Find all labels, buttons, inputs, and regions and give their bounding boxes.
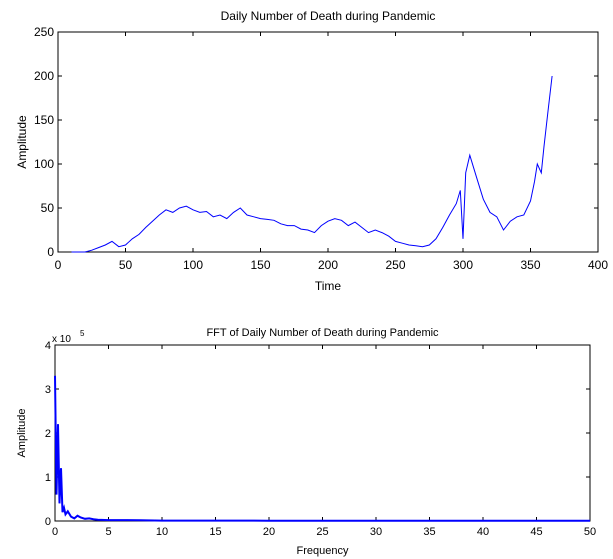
x-tick-label: 45 [530, 526, 542, 538]
y-tick-label: 3 [45, 384, 51, 396]
fft-chart-plot-area [54, 344, 591, 522]
death-chart-y-ticks: 0 50 100 150 200 250 [34, 25, 598, 259]
y-tick-label: 0 [47, 245, 54, 259]
death-chart-y-axis-label: Amplitude [15, 115, 29, 169]
death-chart-x-ticks: 0 50 100 150 200 250 300 350 400 [55, 32, 608, 272]
x-tick-label: 5 [105, 526, 111, 538]
y-tick-label: 100 [34, 157, 54, 171]
x-tick-label: 150 [250, 258, 270, 272]
death-chart-plot-area [57, 31, 599, 253]
y-tick-label: 0 [45, 516, 51, 528]
death-chart-title: Daily Number of Death during Pandemic [221, 9, 436, 23]
y-tick-label: 150 [34, 113, 54, 127]
x-tick-label: 250 [385, 258, 405, 272]
x-tick-label: 20 [263, 526, 275, 538]
fft-chart-title: FFT of Daily Number of Death during Pand… [206, 327, 439, 339]
x-tick-label: 100 [183, 258, 203, 272]
x-tick-label: 40 [477, 526, 489, 538]
y-tick-label: 2 [45, 428, 51, 440]
y-tick-label: 200 [34, 69, 54, 83]
fft-chart-x-axis-label: Frequency [297, 545, 349, 557]
fft-chart-y-exponent: 5 [80, 329, 85, 338]
y-tick-label: 1 [45, 472, 51, 484]
x-tick-label: 35 [423, 526, 435, 538]
x-tick-label: 25 [316, 526, 328, 538]
fft-chart: FFT of Daily Number of Death during Pand… [16, 327, 596, 557]
death-chart-x-axis-label: Time [315, 279, 342, 293]
x-tick-label: 0 [55, 258, 62, 272]
x-tick-label: 400 [588, 258, 608, 272]
x-tick-label: 300 [453, 258, 473, 272]
fft-chart-x-ticks: 0 5 10 15 20 25 30 35 40 45 50 [52, 345, 596, 538]
x-tick-label: 0 [52, 526, 58, 538]
y-tick-label: 250 [34, 25, 54, 39]
x-tick-label: 30 [370, 526, 382, 538]
x-tick-label: 50 [584, 526, 596, 538]
y-tick-label: 4 [45, 340, 51, 352]
x-tick-label: 10 [156, 526, 168, 538]
x-tick-label: 200 [318, 258, 338, 272]
fft-chart-y-axis-label: Amplitude [16, 409, 28, 458]
fft-series-line [54, 375, 590, 522]
y-tick-label: 50 [41, 201, 55, 215]
x-tick-label: 15 [209, 526, 221, 538]
x-tick-label: 350 [520, 258, 540, 272]
fft-chart-y-multiplier: x 10 [52, 334, 71, 345]
death-chart: Daily Number of Death during Pandemic Ti… [15, 9, 608, 293]
death-series-line [71, 75, 553, 253]
x-tick-label: 50 [119, 258, 133, 272]
